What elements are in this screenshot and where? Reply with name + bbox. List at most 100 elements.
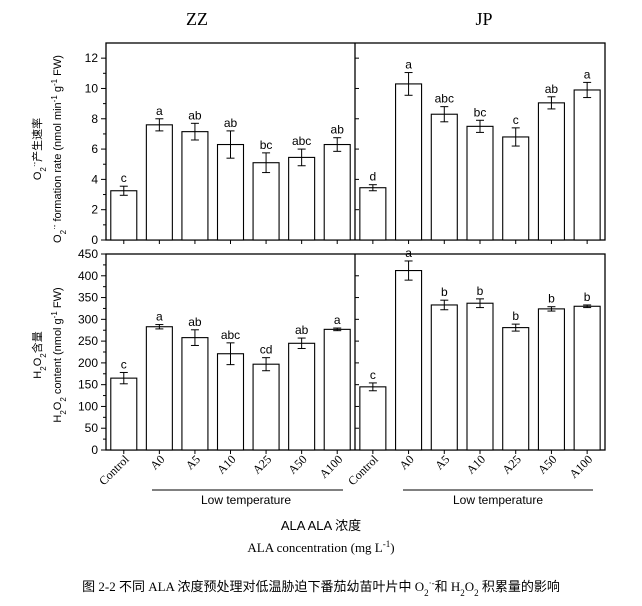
y-tick-label: 0: [91, 443, 98, 457]
bar: [430, 113, 458, 241]
bar: [395, 270, 423, 451]
significance-letter: bc: [260, 138, 273, 152]
bar: [359, 386, 387, 451]
y-axis-title-top-en: O2·- formation rate (nmol min-1 g-1 FW): [50, 55, 68, 243]
y-tick-label: 150: [78, 378, 98, 392]
bar: [502, 327, 530, 451]
bar: [145, 124, 173, 241]
significance-letter: a: [405, 58, 412, 72]
significance-letter: c: [121, 171, 127, 185]
y-tick-label: 250: [78, 334, 98, 348]
significance-letter: b: [548, 292, 555, 306]
bar: [502, 136, 530, 241]
y-tick-label: 6: [91, 142, 98, 156]
significance-letter: d: [370, 170, 377, 184]
significance-letter: a: [405, 246, 412, 260]
bar: [288, 156, 316, 241]
y-tick-label: 10: [85, 81, 99, 95]
y-tick-label: 450: [78, 247, 98, 261]
significance-letter: a: [584, 67, 591, 81]
x-tick-label: A50: [535, 452, 560, 477]
bar: [359, 187, 387, 241]
x-tick-label: A0: [396, 452, 416, 472]
significance-letter: cd: [260, 343, 273, 357]
significance-letter: ab: [188, 108, 202, 122]
significance-letter: bc: [474, 105, 487, 119]
x-tick-label: A25: [250, 452, 275, 477]
x-tick-label: A5: [183, 452, 203, 472]
significance-letter: a: [156, 104, 163, 118]
x-tick-label: A100: [317, 452, 346, 481]
significance-letter: c: [513, 113, 519, 127]
y-tick-label: 4: [91, 172, 98, 186]
bar: [323, 328, 351, 451]
bar: [216, 143, 245, 241]
bar: [110, 377, 138, 451]
significance-letter: c: [121, 357, 127, 371]
bar: [430, 304, 458, 451]
bar: [395, 83, 423, 241]
bar: [181, 337, 209, 451]
significance-letter: b: [477, 284, 484, 298]
significance-letter: a: [334, 313, 341, 327]
x-tick-label: Control: [345, 452, 381, 488]
bar: [466, 302, 494, 451]
x-tick-label: A5: [432, 452, 452, 472]
bar: [573, 305, 601, 451]
y-axis-title-top: O2·-产生速率: [30, 118, 48, 180]
bar: [537, 102, 565, 241]
y-tick-label: 12: [85, 51, 99, 65]
bar: [573, 89, 601, 241]
figure-caption: 图 2-2 不同 ALA 浓度预处理对低温胁迫下番茄幼苗叶片中 O2·-和 H2…: [82, 578, 560, 598]
significance-letter: ab: [224, 116, 238, 130]
bar: [252, 162, 280, 241]
x-tick-label: A10: [214, 452, 239, 477]
y-tick-label: 50: [85, 421, 99, 435]
bar: [323, 143, 351, 241]
x-tick-label: A10: [464, 452, 489, 477]
y-tick-label: 300: [78, 312, 98, 326]
y-axis-title-bottom: H2O2含量: [30, 331, 48, 378]
y-tick-label: 100: [78, 399, 98, 413]
significance-letter: a: [156, 310, 163, 324]
y-tick-label: 200: [78, 356, 98, 370]
low-temp-label-zz: Low temperature: [201, 493, 291, 507]
y-axis-title-bottom-en: H2O2 content (nmol g-1 FW): [50, 287, 68, 422]
y-tick-label: 350: [78, 291, 98, 305]
x-tick-label: A100: [567, 452, 596, 481]
bar: [537, 308, 565, 451]
bar: [466, 125, 494, 241]
y-tick-label: 8: [91, 112, 98, 126]
bar: [145, 326, 173, 451]
significance-letter: ab: [331, 123, 345, 137]
significance-letter: ab: [295, 323, 309, 337]
bar: [288, 342, 316, 451]
significance-letter: b: [512, 309, 519, 323]
x-tick-label: A25: [499, 452, 524, 477]
bar: [216, 353, 245, 451]
significance-letter: abc: [435, 92, 454, 106]
column-title-zz: ZZ: [186, 9, 208, 29]
x-tick-label: A0: [147, 452, 167, 472]
bar: [252, 363, 280, 451]
significance-letter: ab: [545, 82, 559, 96]
significance-letter: abc: [292, 134, 311, 148]
x-axis-title-cn: ALA ALA 浓度: [281, 518, 361, 533]
x-tick-label: Control: [96, 452, 132, 488]
y-tick-label: 0: [91, 233, 98, 247]
bar: [181, 131, 209, 241]
x-axis-title: ALA concentration (mg L-1): [247, 539, 394, 555]
significance-letter: ab: [188, 315, 202, 329]
low-temp-label-jp: Low temperature: [453, 493, 543, 507]
bar: [110, 190, 138, 241]
significance-letter: b: [584, 290, 591, 304]
y-tick-label: 2: [91, 203, 98, 217]
significance-letter: abc: [221, 328, 240, 342]
column-title-jp: JP: [475, 9, 492, 29]
significance-letter: c: [370, 368, 376, 382]
x-tick-label: A50: [285, 452, 310, 477]
y-tick-label: 400: [78, 269, 98, 283]
significance-letter: b: [441, 285, 448, 299]
